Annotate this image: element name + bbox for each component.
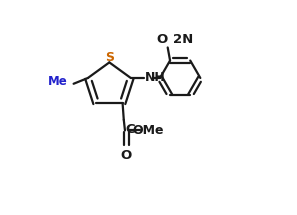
- Text: Me: Me: [48, 75, 68, 88]
- Text: S: S: [105, 51, 114, 64]
- Text: OMe: OMe: [132, 123, 164, 137]
- Text: O: O: [156, 32, 168, 46]
- Text: NH: NH: [145, 71, 166, 84]
- Text: 2N: 2N: [173, 33, 193, 46]
- Text: O: O: [121, 149, 132, 163]
- Text: C: C: [126, 123, 135, 136]
